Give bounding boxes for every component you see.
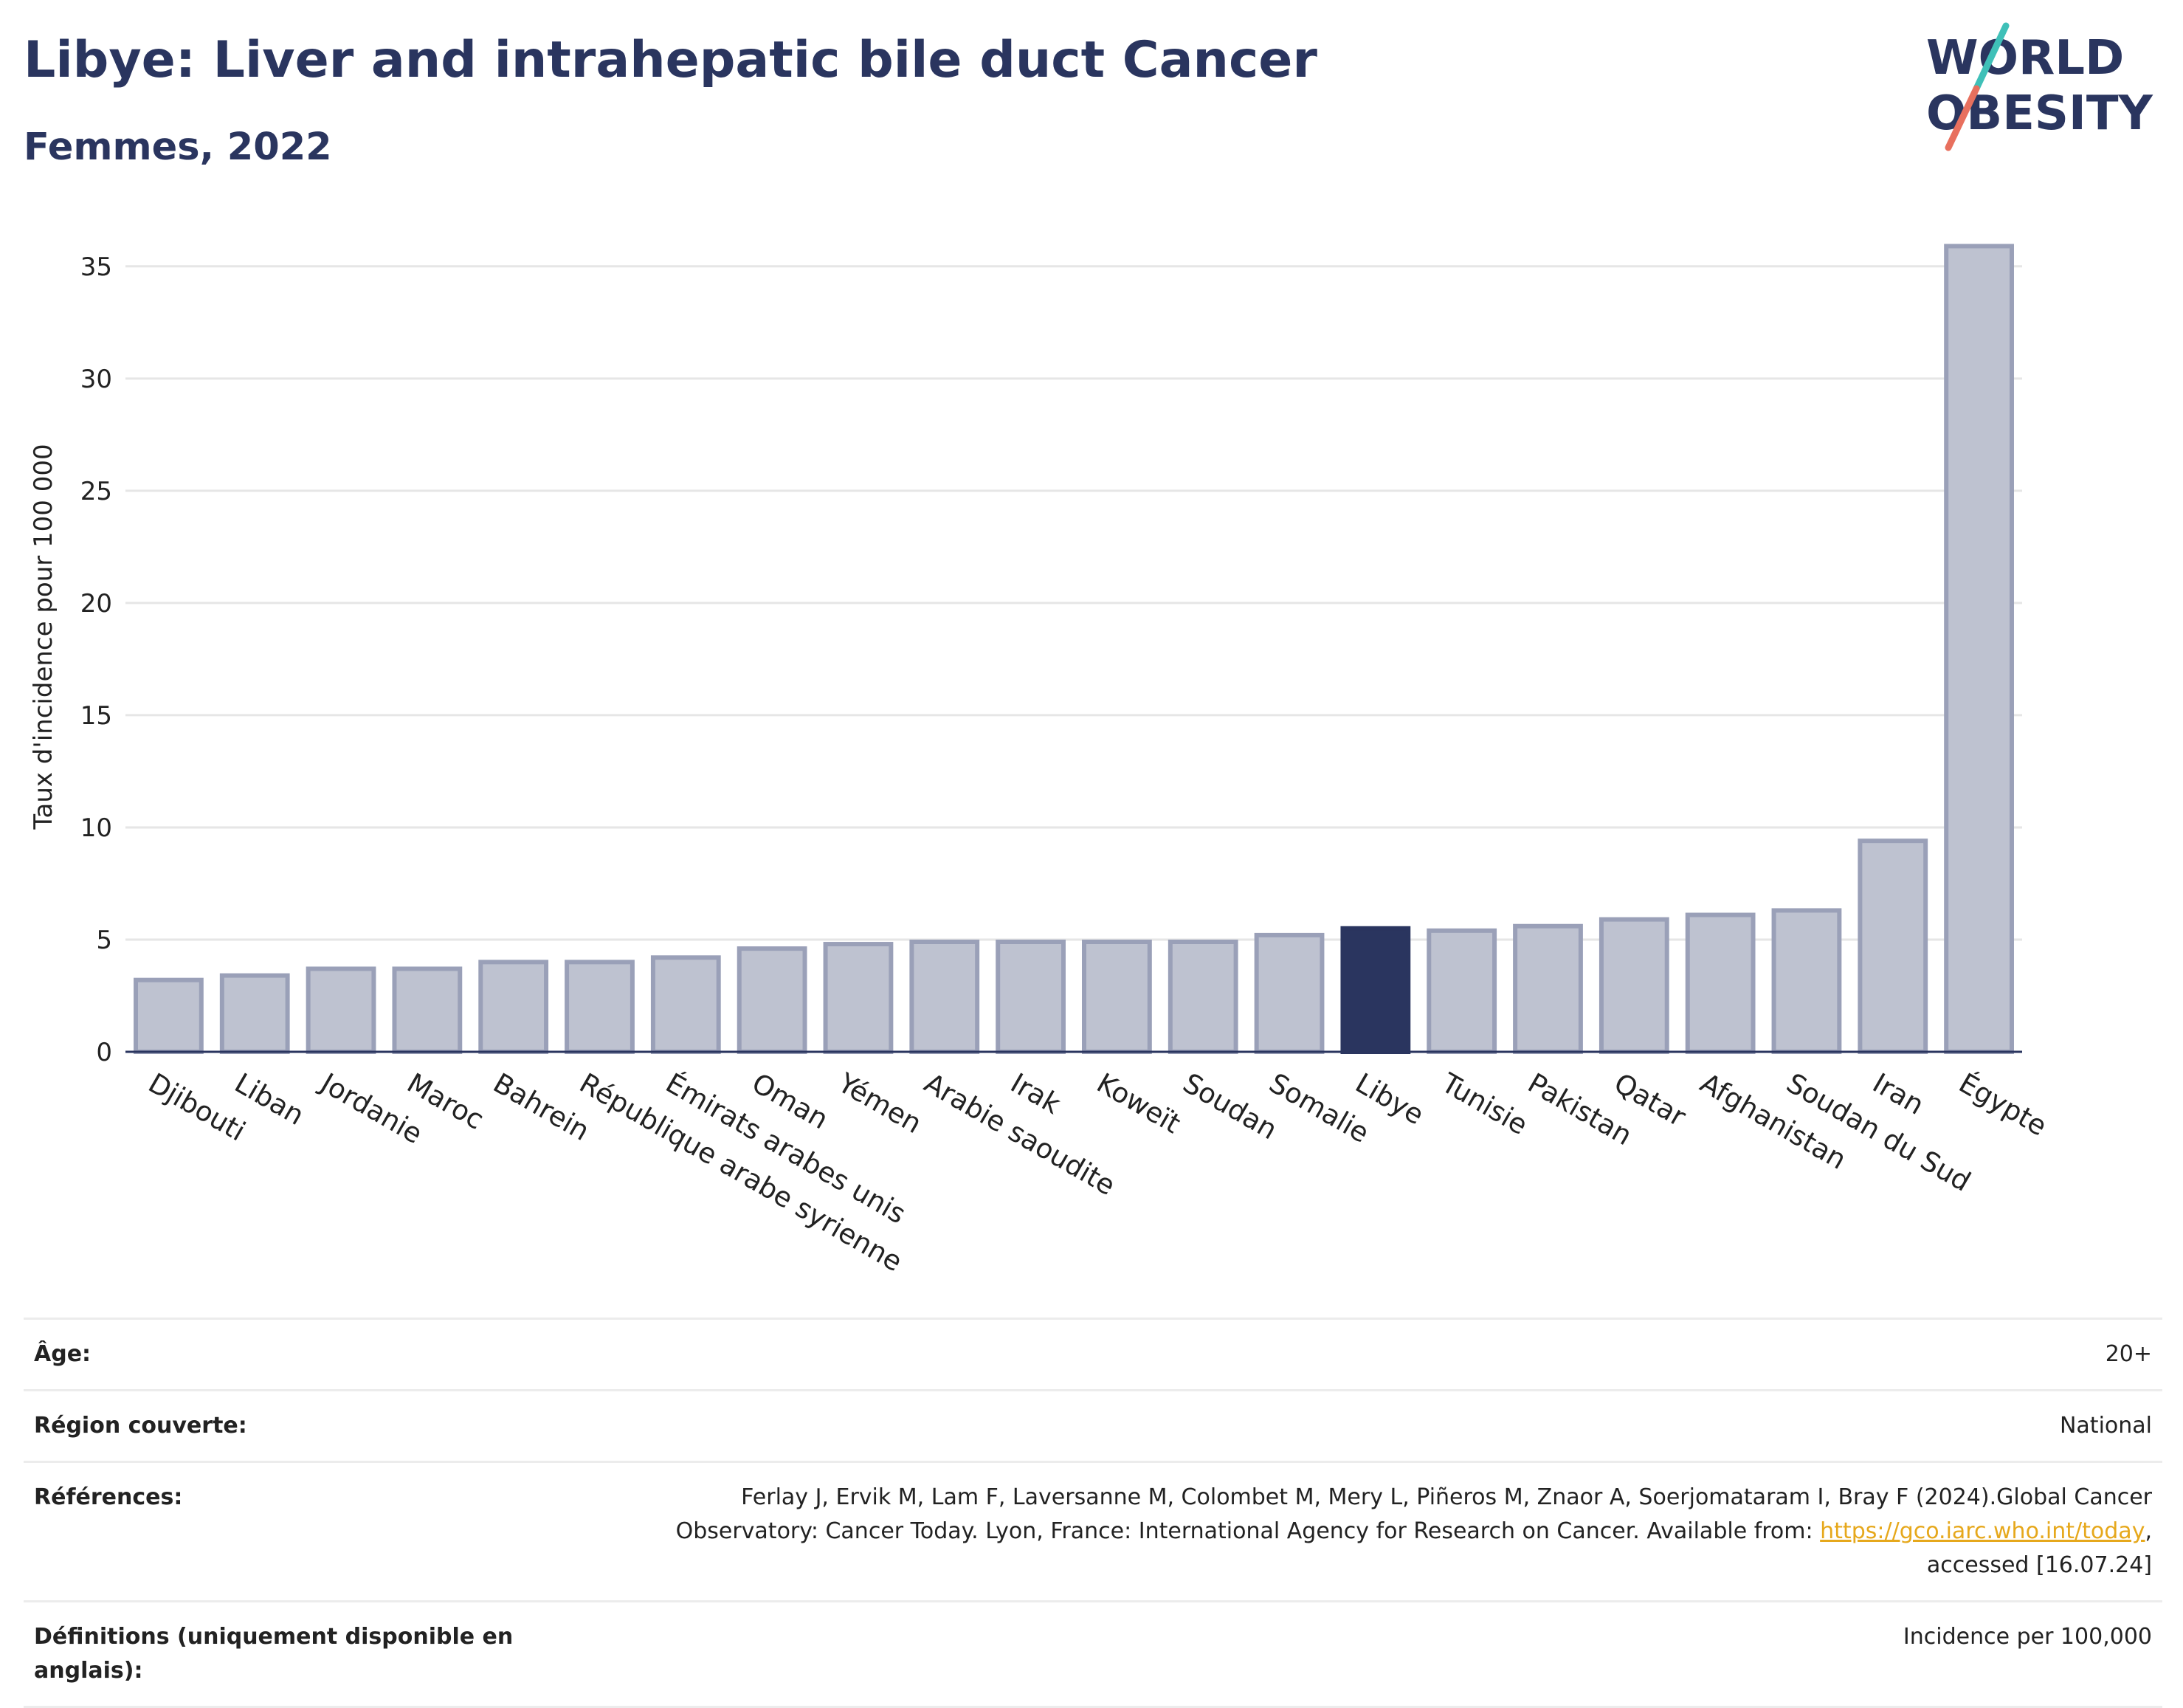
x-tick-label: Koweït xyxy=(1092,1067,1186,1140)
age-value: 20+ xyxy=(546,1318,2162,1391)
definitions-label: Définitions (uniquement disponible en an… xyxy=(24,1600,546,1708)
y-tick-label: 10 xyxy=(80,813,112,843)
age-label: Âge: xyxy=(24,1318,546,1391)
x-tick-label: Djibouti xyxy=(143,1067,251,1148)
region-label: Région couverte: xyxy=(24,1389,546,1463)
references-label: Références: xyxy=(24,1461,546,1602)
page-subtitle: Femmes, 2022 xyxy=(24,125,332,169)
meta-row-age: Âge: 20+ xyxy=(24,1318,2162,1391)
references-text-2: Observatory: Cancer Today. Lyon, France:… xyxy=(675,1518,1821,1544)
logo-line1: WORLD xyxy=(1926,31,2124,86)
y-tick-label: 35 xyxy=(80,252,112,282)
bars xyxy=(134,244,2014,1055)
bar-soudan-du-sud xyxy=(1771,908,1842,1054)
meta-row-region: Région couverte: National xyxy=(24,1389,2162,1463)
y-tick-label: 15 xyxy=(80,701,112,731)
bar-somalie xyxy=(1254,932,1325,1054)
logo-stroke-teal xyxy=(1973,22,2010,92)
region-value: National xyxy=(546,1389,2162,1463)
bar-iran xyxy=(1858,838,1928,1055)
bar-qatar xyxy=(1599,917,1669,1055)
page-title: Libye: Liver and intrahepatic bile duct … xyxy=(24,31,1317,89)
meta-row-definitions: Définitions (uniquement disponible en an… xyxy=(24,1600,2162,1708)
bar-bahrein xyxy=(478,960,549,1055)
y-tick-label: 0 xyxy=(96,1038,112,1067)
bar-jordanie xyxy=(306,966,376,1054)
bar-koweit xyxy=(1082,940,1152,1055)
bar-maroc xyxy=(392,966,463,1054)
gridlines xyxy=(125,265,2022,941)
bar-republique-arabe-syrienne xyxy=(565,960,635,1055)
references-text-1: Ferlay J, Ervik M, Lam F, Laversanne M, … xyxy=(741,1484,2152,1510)
bar-afghanistan xyxy=(1685,912,1756,1054)
bar-soudan xyxy=(1168,940,1238,1055)
references-text-3: , xyxy=(2145,1518,2152,1544)
definitions-value: Incidence per 100,000 xyxy=(546,1600,2162,1708)
bar-liban xyxy=(219,973,290,1054)
bar-yemen xyxy=(823,942,894,1055)
metadata-table: Âge: 20+ Région couverte: National Référ… xyxy=(24,1318,2162,1708)
references-text-4: accessed [16.07.24] xyxy=(1926,1552,2152,1578)
bar-emirats-arabes-unis xyxy=(650,955,721,1054)
bar-djibouti xyxy=(134,977,204,1055)
bar-egypte xyxy=(1944,244,2014,1055)
bar-pakistan xyxy=(1513,923,1583,1054)
meta-row-references: Références: Ferlay J, Ervik M, Lam F, La… xyxy=(24,1461,2162,1602)
x-tick-label: Égypte xyxy=(1953,1067,2052,1143)
logo-stroke-coral xyxy=(1945,85,1980,151)
bar-arabie-saoudite xyxy=(909,940,980,1055)
x-tick-label: Bahrein xyxy=(488,1067,595,1147)
y-tick-label: 5 xyxy=(96,926,112,955)
y-tick-label: 30 xyxy=(80,365,112,394)
bar-libye xyxy=(1340,926,1411,1054)
x-tick-label: Soudan xyxy=(1178,1067,1283,1146)
x-tick-label: Tunisie xyxy=(1435,1067,1533,1141)
bar-oman xyxy=(737,946,807,1054)
world-obesity-logo: WORLD OBESITY xyxy=(1926,22,2153,151)
bar-irak xyxy=(996,940,1066,1055)
y-tick-label: 20 xyxy=(80,589,112,619)
bar-tunisie xyxy=(1427,928,1497,1054)
x-tick-label: Yémen xyxy=(832,1067,928,1140)
x-tick-label: Somalie xyxy=(1264,1067,1375,1149)
references-link[interactable]: https://gco.iarc.who.int/today xyxy=(1820,1518,2145,1544)
y-tick-label: 25 xyxy=(80,477,112,506)
y-axis-title: Taux d'incidence pour 100 000 xyxy=(29,444,58,830)
references-value: Ferlay J, Ervik M, Lam F, Laversanne M, … xyxy=(546,1461,2162,1602)
y-axis-ticks: 0 5 10 15 20 25 30 35 xyxy=(80,252,112,1067)
